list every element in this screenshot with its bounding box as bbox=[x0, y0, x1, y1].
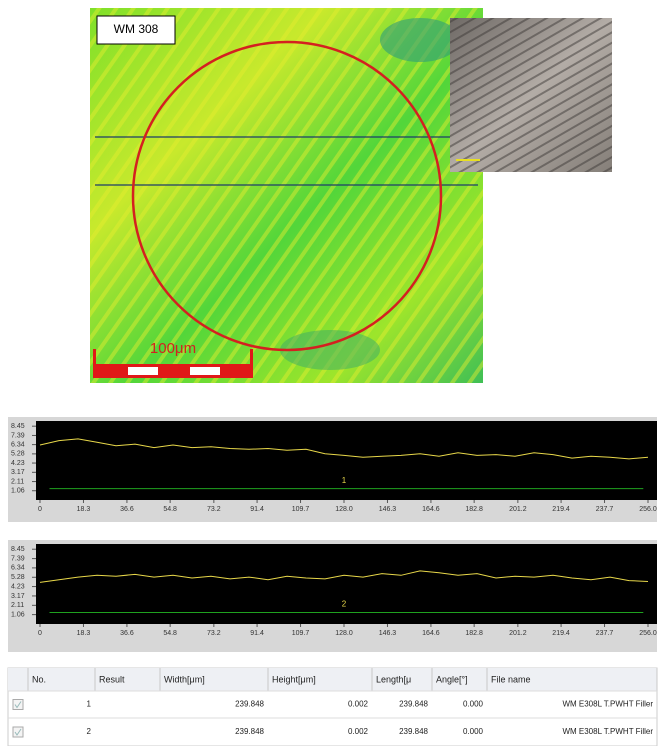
y-tick-label: 6.34 bbox=[11, 441, 25, 448]
y-tick-label: 1.06 bbox=[11, 611, 25, 618]
y-tick-label: 6.34 bbox=[11, 565, 25, 572]
y-tick-label: 8.45 bbox=[11, 423, 25, 430]
y-tick-label: 7.39 bbox=[11, 432, 25, 439]
x-tick-label: 201.2 bbox=[509, 630, 527, 637]
y-tick-label: 2.11 bbox=[11, 478, 24, 485]
column-header: Angle[°] bbox=[436, 674, 468, 684]
column-header: File name bbox=[491, 674, 531, 684]
x-tick-label: 91.4 bbox=[250, 506, 264, 513]
x-tick-label: 256.0 bbox=[639, 630, 657, 637]
scale-label: 100μm bbox=[150, 340, 196, 357]
column-header: Width[μm] bbox=[164, 674, 205, 684]
x-tick-label: 109.7 bbox=[292, 630, 310, 637]
micrograph bbox=[450, 18, 612, 172]
y-tick-label: 2.11 bbox=[11, 602, 24, 609]
table-cell: WM E308L T.PWHT Filler bbox=[562, 727, 653, 736]
x-tick-label: 18.3 bbox=[77, 506, 91, 513]
x-tick-label: 182.8 bbox=[465, 630, 483, 637]
y-tick-label: 4.23 bbox=[11, 583, 25, 590]
x-tick-label: 201.2 bbox=[509, 506, 527, 513]
x-tick-label: 36.6 bbox=[120, 630, 134, 637]
x-tick-label: 237.7 bbox=[596, 506, 614, 513]
column-header: Length[μ bbox=[376, 674, 411, 684]
table-cell: 0.000 bbox=[463, 700, 484, 709]
table-cell: 239.848 bbox=[399, 727, 428, 736]
x-tick-label: 128.0 bbox=[335, 506, 353, 513]
row-checkbox bbox=[13, 727, 23, 737]
y-tick-label: 5.28 bbox=[11, 574, 25, 581]
page: WM 308 100μm 8.45 7.39 6.34 5.28 4.23 3.17 2.1… bbox=[0, 0, 659, 746]
column-header: No. bbox=[32, 674, 46, 684]
x-tick-label: 164.6 bbox=[422, 630, 440, 637]
y-tick-label: 3.17 bbox=[11, 593, 25, 600]
x-tick-label: 18.3 bbox=[77, 630, 91, 637]
y-tick-label: 1.06 bbox=[11, 488, 25, 495]
x-tick-label: 54.8 bbox=[163, 630, 177, 637]
table-cell: 0.002 bbox=[348, 727, 369, 736]
y-tick-label: 4.23 bbox=[11, 460, 25, 467]
x-tick-label: 146.3 bbox=[379, 506, 397, 513]
results-table: No. Result Width[μm] Height[μm] Length[μ Angl… bbox=[8, 668, 657, 746]
x-tick-label: 54.8 bbox=[163, 506, 177, 513]
x-tick-label: 73.2 bbox=[207, 630, 221, 637]
x-tick-label: 237.7 bbox=[596, 630, 614, 637]
column-header: Result bbox=[99, 674, 125, 684]
table-cell: 1 bbox=[87, 700, 92, 709]
y-tick-label: 7.39 bbox=[11, 555, 25, 562]
table-cell: 239.848 bbox=[399, 700, 428, 709]
x-tick-label: 182.8 bbox=[465, 506, 483, 513]
sample-label: WM 308 bbox=[114, 22, 159, 36]
y-tick-label: 8.45 bbox=[11, 546, 25, 553]
x-tick-label: 0 bbox=[38, 506, 42, 513]
row-checkbox bbox=[13, 700, 23, 710]
y-tick-label: 5.28 bbox=[11, 451, 25, 458]
table-cell: 2 bbox=[87, 727, 92, 736]
x-tick-label: 73.2 bbox=[207, 506, 221, 513]
y-tick-label: 3.17 bbox=[11, 469, 25, 476]
x-tick-label: 91.4 bbox=[250, 630, 264, 637]
table-cell: 0.000 bbox=[463, 727, 484, 736]
x-tick-label: 109.7 bbox=[292, 506, 310, 513]
table-cell: WM E308L T.PWHT Filler bbox=[562, 700, 653, 709]
x-tick-label: 256.0 bbox=[639, 506, 657, 513]
table-cell: 0.002 bbox=[348, 700, 369, 709]
x-tick-label: 146.3 bbox=[379, 630, 397, 637]
x-tick-label: 36.6 bbox=[120, 506, 134, 513]
x-tick-label: 219.4 bbox=[552, 630, 570, 637]
profile-number: 2 bbox=[342, 600, 347, 609]
column-header: Height[μm] bbox=[272, 674, 316, 684]
x-tick-label: 164.6 bbox=[422, 506, 440, 513]
height-map: WM 308 100μm bbox=[90, 8, 483, 383]
table-cell: 239.848 bbox=[235, 727, 264, 736]
x-tick-label: 128.0 bbox=[335, 630, 353, 637]
x-tick-label: 0 bbox=[38, 630, 42, 637]
x-tick-label: 219.4 bbox=[552, 506, 570, 513]
profile-number: 1 bbox=[342, 476, 347, 485]
table-cell: 239.848 bbox=[235, 700, 264, 709]
